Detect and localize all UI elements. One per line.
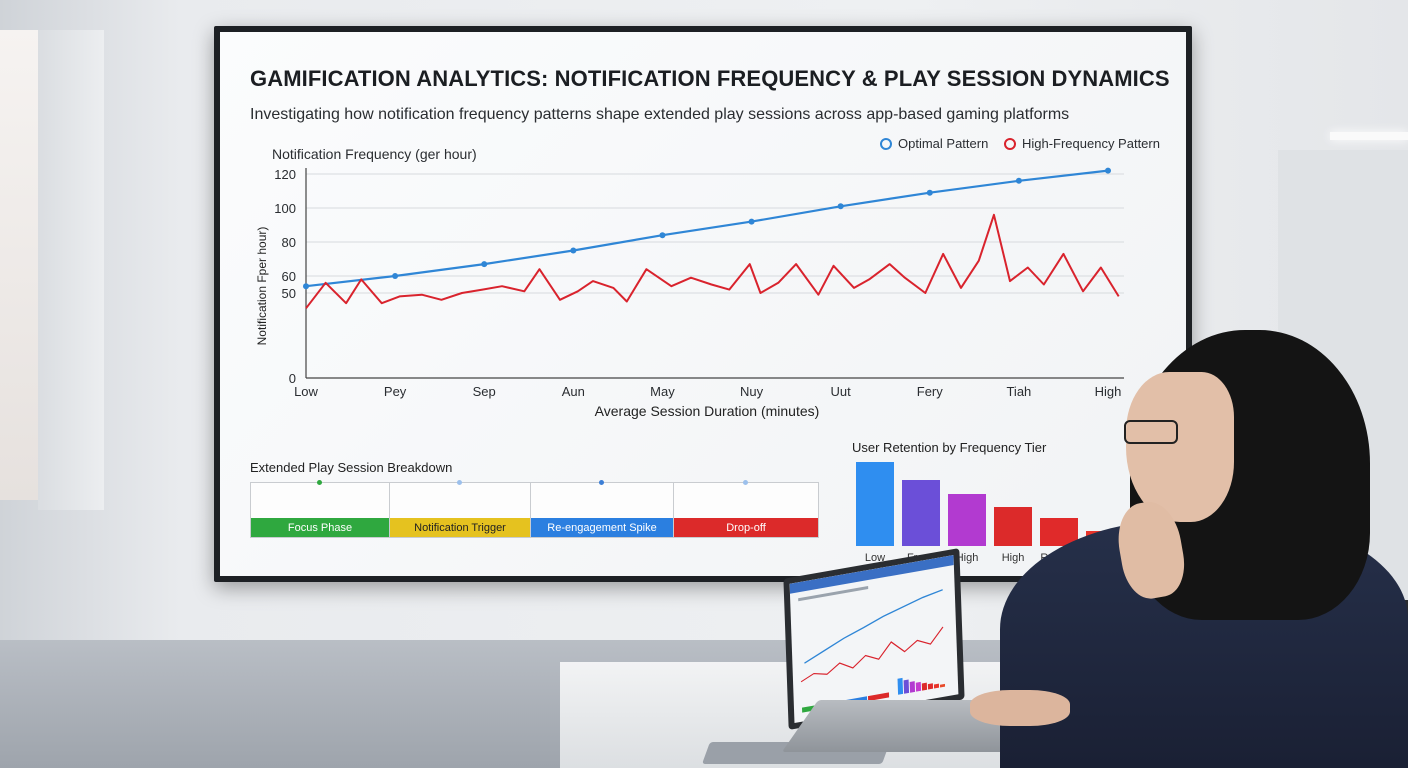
window-recess xyxy=(38,30,104,510)
retention-bar-label: High xyxy=(955,552,979,564)
phase-marker xyxy=(457,480,462,485)
legend-item-optimal: Optimal Pattern xyxy=(880,136,988,151)
x-tick-label: High xyxy=(1095,384,1122,399)
y-tick-label: 80 xyxy=(282,235,296,250)
data-point-optimal xyxy=(1105,167,1111,174)
phase-marker xyxy=(743,480,748,485)
y-tick-label: 60 xyxy=(282,269,296,284)
data-point-optimal xyxy=(926,189,933,196)
y-tick-label: 0 xyxy=(289,371,296,386)
x-tick-label: Uut xyxy=(831,384,852,399)
breakdown-phase: Focus Phase xyxy=(250,480,390,538)
dashboard-subtitle: Investigating how notification frequency… xyxy=(250,106,1070,123)
phase-label: Drop-off xyxy=(674,518,818,537)
series-line-optimal xyxy=(305,169,1109,288)
laptop-bar xyxy=(897,677,904,695)
breakdown-phase: Re-engagement Spike xyxy=(530,480,674,538)
laptop xyxy=(783,547,965,731)
data-point-optimal xyxy=(570,247,577,254)
session-breakdown: Focus Phase Notification Trigger Re-engage… xyxy=(250,480,819,540)
retention-bar xyxy=(902,480,940,546)
y-tick-label: 120 xyxy=(274,167,296,182)
phase-label: Notification Trigger xyxy=(390,518,530,537)
laptop-dashboard xyxy=(789,555,954,713)
x-tick-label: Aun xyxy=(562,384,585,399)
phase-label: Focus Phase xyxy=(251,518,389,537)
line-chart-title: Notification Frequency (ger hour) xyxy=(272,146,477,162)
breakdown-phase: Drop-off xyxy=(673,480,819,538)
dashboard-title: GAMIFICATION ANALYTICS: NOTIFICATION FRE… xyxy=(250,66,1170,91)
data-point-optimal xyxy=(303,283,309,290)
glasses xyxy=(1124,420,1178,444)
legend-label-high-frequency: High-Frequency Pattern xyxy=(1021,136,1160,151)
breakdown-title: Extended Play Session Breakdown xyxy=(250,460,453,475)
laptop-bar xyxy=(903,679,910,694)
laptop-breakdown-bar xyxy=(867,692,890,702)
data-point-optimal xyxy=(1015,177,1022,184)
legend-item-high-frequency: High-Frequency Pattern xyxy=(1003,136,1160,151)
legend-dot-icon xyxy=(880,137,892,150)
x-axis-label: Average Session Duration (minutes) xyxy=(595,403,820,419)
phase-marker xyxy=(317,480,322,485)
laptop-text-line xyxy=(798,585,869,602)
retention-bar xyxy=(856,462,894,546)
data-point-optimal xyxy=(392,273,399,279)
retention-bar-label: High xyxy=(1001,552,1025,564)
person-hand-typing xyxy=(970,690,1070,726)
laptop-bar xyxy=(939,683,946,688)
data-point-optimal xyxy=(659,232,666,239)
phase-label: Re-engagement Spike xyxy=(531,518,673,537)
data-point-optimal xyxy=(481,261,488,268)
legend-label-optimal: Optimal Pattern xyxy=(898,136,989,151)
series-line-high-frequency xyxy=(305,213,1120,309)
retention-bar xyxy=(994,507,1032,546)
laptop-display xyxy=(789,555,959,723)
laptop-title-bar xyxy=(789,555,954,594)
person-face xyxy=(1126,372,1234,522)
x-tick-label: Fery xyxy=(917,384,944,399)
laptop-bar xyxy=(933,683,940,689)
data-point-optimal xyxy=(748,218,755,225)
x-tick-label: Sep xyxy=(473,384,496,399)
laptop-bar xyxy=(927,683,934,690)
laptop-bar xyxy=(921,682,928,691)
retention-bar xyxy=(948,493,986,546)
x-tick-label: Low xyxy=(294,384,318,399)
laptop-line-high xyxy=(800,626,944,683)
dashboard: GAMIFICATION ANALYTICS: NOTIFICATION FRE… xyxy=(220,32,1186,576)
ceiling-light xyxy=(1330,132,1408,140)
phase-marker xyxy=(599,480,604,485)
breakdown-phase: Notification Trigger xyxy=(389,480,531,538)
y-tick-label: 100 xyxy=(274,201,296,216)
wall-display: GAMIFICATION ANALYTICS: NOTIFICATION FRE… xyxy=(214,26,1192,582)
data-point-optimal xyxy=(837,203,844,210)
x-tick-label: Pey xyxy=(384,384,407,399)
y-tick-label: 50 xyxy=(282,286,296,301)
laptop-line-optimal xyxy=(804,589,943,664)
line-chart-legend: Optimal Pattern High-Frequency Pattern xyxy=(880,136,1172,153)
x-tick-label: Tiah xyxy=(1006,384,1031,399)
retention-title: User Retention by Frequency Tier xyxy=(852,440,1047,455)
y-axis-label: Notification Fper hour) xyxy=(255,227,269,346)
x-tick-label: May xyxy=(650,384,675,399)
line-chart: 0 50 60 80 100 120 Low Pey Sep Aun May Nuy Uut Fery Ti… xyxy=(255,167,1124,419)
x-tick-label: Nuy xyxy=(740,384,764,399)
laptop-bar xyxy=(915,681,922,692)
laptop-bar xyxy=(909,681,916,693)
legend-dot-icon xyxy=(1003,137,1016,150)
